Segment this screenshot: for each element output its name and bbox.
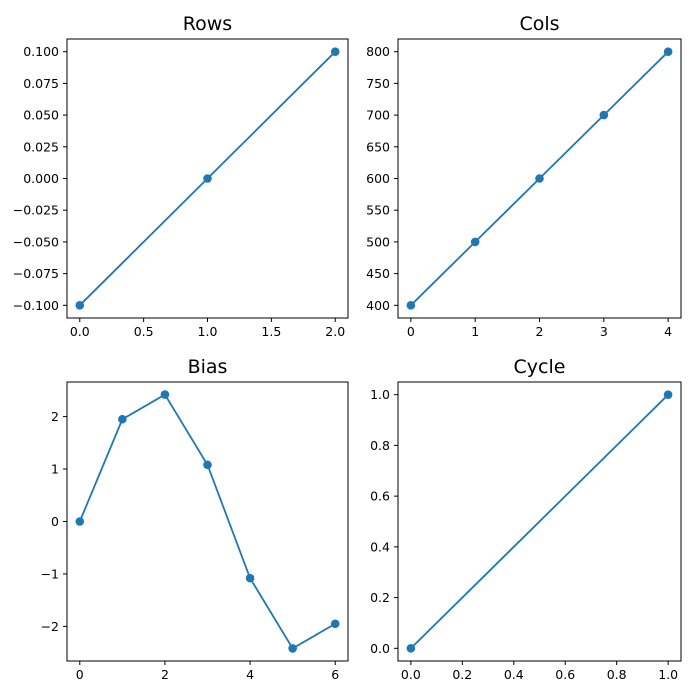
cycle-series-line xyxy=(410,394,669,649)
rows-xtick-label-4: 2.0 xyxy=(325,324,345,339)
cols-ytick-label-5: 650 xyxy=(366,139,390,154)
bias-ytick-label-1: −1 xyxy=(41,566,59,581)
subplot-rows: Rows 0.0 0.5 1.0 1.5 2.0 −0.100 −0.075 −0.050 −0.… xyxy=(13,13,349,339)
cycle-title: Cycle xyxy=(514,356,566,378)
subplot-cycle: Cycle 0.0 0.2 0.4 0.6 0.8 1.0 0.0 0.2 0.4 0.6 0.8 1.… xyxy=(370,356,682,682)
cols-xtick-label-4: 4 xyxy=(664,324,672,339)
cols-xtick-label-0: 0 xyxy=(407,324,415,339)
cols-ytick-label-0: 400 xyxy=(366,298,390,313)
rows-ytick-label-8: 0.100 xyxy=(23,44,59,59)
bias-title: Bias xyxy=(188,356,228,378)
bias-point-6 xyxy=(330,619,340,629)
rows-ytick-label-4: 0.000 xyxy=(23,171,59,186)
rows-point-0 xyxy=(75,301,85,310)
rows-point-2 xyxy=(330,47,340,56)
bias-point-5 xyxy=(288,644,297,653)
rows-axes-frame xyxy=(66,38,349,319)
cycle-ytick-label-5: 1.0 xyxy=(370,387,390,402)
rows-ytick-label-5: 0.025 xyxy=(23,139,59,154)
cols-ytick-label-2: 500 xyxy=(366,234,390,249)
bias-ytick-label-4: 2 xyxy=(51,409,59,424)
bias-point-4 xyxy=(245,573,255,583)
rows-ytick-label-3: −0.025 xyxy=(13,203,59,218)
bias-point-1 xyxy=(118,414,127,424)
cols-ytick-label-1: 450 xyxy=(366,266,390,281)
cols-ytick-label-3: 550 xyxy=(366,203,390,218)
cycle-ytick-label-3: 0.6 xyxy=(370,489,390,504)
cycle-xtick-label-3: 0.6 xyxy=(555,667,575,682)
bias-axes-frame xyxy=(66,381,349,662)
cycle-xtick-label-0: 0.0 xyxy=(401,667,421,682)
bias-point-0 xyxy=(75,517,85,526)
cycle-xtick-label-1: 0.2 xyxy=(452,667,472,682)
cycle-ytick-label-1: 0.2 xyxy=(370,590,390,605)
cycle-axes-frame xyxy=(397,381,682,662)
cycle-point-1 xyxy=(663,390,673,399)
cols-ytick-label-8: 800 xyxy=(366,44,390,59)
cycle-xtick-label-5: 1.0 xyxy=(658,667,678,682)
bias-xtick-label-2: 4 xyxy=(246,667,254,682)
rows-ytick-label-0: −0.100 xyxy=(13,298,59,313)
rows-xtick-label-0: 0.0 xyxy=(70,324,90,339)
cycle-ytick-label-0: 0.0 xyxy=(370,641,390,656)
rows-ytick-label-7: 0.075 xyxy=(23,76,59,91)
subplot-cols: Cols 0 1 2 3 4 400 450 500 550 600 650 700 750 800 xyxy=(366,13,682,339)
rows-xtick-label-3: 1.5 xyxy=(261,324,281,339)
cols-xtick-label-1: 1 xyxy=(471,324,479,339)
cols-ytick-label-7: 750 xyxy=(366,76,390,91)
rows-xtick-label-1: 0.5 xyxy=(134,324,154,339)
cols-point-4 xyxy=(663,47,673,56)
cycle-xtick-label-4: 0.8 xyxy=(607,667,627,682)
cols-point-3 xyxy=(599,110,609,120)
bias-ytick-label-0: −2 xyxy=(41,619,59,634)
bias-ytick-label-2: 0 xyxy=(51,514,59,529)
subplot-bias: Bias 0 2 4 6 −2 −1 0 1 2 xyxy=(41,356,349,682)
cols-ytick-label-6: 700 xyxy=(366,108,390,123)
cols-title: Cols xyxy=(519,13,559,35)
bias-xtick-label-1: 2 xyxy=(161,667,169,682)
rows-ytick-label-1: −0.075 xyxy=(13,266,59,281)
bias-ytick-label-3: 1 xyxy=(51,462,59,477)
cols-point-0 xyxy=(406,301,416,310)
cycle-ytick-label-4: 0.8 xyxy=(370,438,390,453)
bias-point-2 xyxy=(160,390,170,399)
bias-point-3 xyxy=(203,460,212,470)
cycle-ytick-label-2: 0.4 xyxy=(370,539,390,554)
cycle-xtick-label-2: 0.4 xyxy=(504,667,524,682)
cols-point-2 xyxy=(535,174,544,183)
cols-axes-frame xyxy=(397,38,682,319)
rows-title: Rows xyxy=(183,13,232,35)
bias-xtick-label-0: 0 xyxy=(76,667,84,682)
cols-point-1 xyxy=(470,237,480,247)
bias-xtick-label-3: 6 xyxy=(331,667,339,682)
bias-series-line xyxy=(78,393,336,650)
rows-xtick-label-2: 1.0 xyxy=(198,324,218,339)
rows-ytick-label-2: −0.050 xyxy=(13,234,59,249)
cycle-point-0 xyxy=(406,644,416,653)
cols-ytick-label-4: 600 xyxy=(366,171,390,186)
rows-ytick-label-6: 0.050 xyxy=(23,108,59,123)
cols-xtick-label-3: 3 xyxy=(600,324,608,339)
rows-point-1 xyxy=(203,174,212,183)
cols-xtick-label-2: 2 xyxy=(536,324,544,339)
